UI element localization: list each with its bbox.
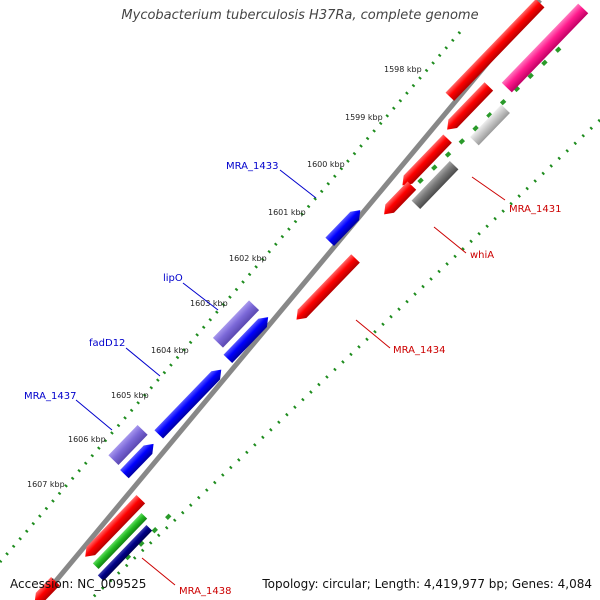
label-leader-line [279, 169, 317, 199]
gene-label[interactable]: MRA_1431 [509, 204, 561, 215]
gene-upper-red[interactable] [445, 0, 545, 101]
gene-label[interactable]: MRA_1438 [179, 586, 231, 597]
gene-bottom-red[interactable] [30, 577, 60, 600]
gene-fadD12-part1[interactable] [223, 313, 273, 364]
gene-label[interactable]: MRA_1434 [393, 345, 445, 356]
outer-dotted-guide [0, 31, 462, 563]
label-leader-line [433, 226, 467, 254]
label-leader-line [355, 319, 391, 349]
gene-MRA_1437[interactable] [108, 425, 148, 465]
gene-pink[interactable] [501, 3, 589, 93]
gene-tick-line-lower [118, 513, 172, 567]
scale-tick-label: 1601 kbp [268, 208, 306, 217]
gene-red-2[interactable] [398, 134, 452, 189]
gene-MRA_1438[interactable] [81, 495, 146, 561]
gene-label[interactable]: MRA_1437 [24, 391, 76, 402]
label-leader-line [141, 557, 176, 586]
accession-label: Accession: NC_009525 [10, 577, 147, 591]
gene-navy[interactable] [97, 525, 153, 581]
topology-label: Topology: circular; Length: 4,419,977 bp… [262, 577, 592, 591]
label-leader-line [471, 176, 506, 201]
gene-MRA_1434[interactable] [292, 254, 360, 323]
gene-MRA_1437-part2[interactable] [120, 440, 158, 479]
gene-label[interactable]: whiA [470, 250, 494, 261]
gene-features [30, 0, 589, 600]
label-leader-line [125, 347, 161, 377]
scale-tick-label: 1604 kbp [151, 346, 189, 355]
gene-fadD12[interactable] [154, 365, 225, 439]
inner-dotted-guide [88, 118, 600, 600]
label-leader-line [182, 282, 219, 311]
gene-whiA[interactable] [411, 161, 459, 209]
genome-title: Mycobacterium tuberculosis H37Ra, comple… [121, 8, 479, 23]
gene-lipO[interactable] [212, 300, 260, 348]
gene-labels: MRA_1433 lipO fadD12 MRA_1437 MRA_1431 whiA MR… [24, 161, 561, 597]
gene-red-mid[interactable] [443, 82, 494, 133]
scale-tick-label: 1599 kbp [345, 113, 383, 122]
scale-tick-label: 1607 kbp [27, 480, 65, 489]
backbone-line [38, 0, 542, 600]
gene-label[interactable]: MRA_1433 [226, 161, 278, 172]
gene-label[interactable]: fadD12 [89, 338, 125, 349]
gene-label[interactable]: lipO [163, 273, 183, 284]
scale-tick-label: 1600 kbp [307, 160, 345, 169]
gene-MRA_1433[interactable] [325, 206, 364, 246]
scale-tick-label: 1606 kbp [68, 435, 106, 444]
scale-tick-label: 1602 kbp [229, 254, 267, 263]
gene-MRA_1431[interactable] [380, 181, 417, 218]
label-leader-line [75, 399, 113, 431]
gene-green[interactable] [92, 513, 148, 569]
gene-lightgray[interactable] [470, 104, 510, 146]
scale-tick-labels: 1598 kbp 1599 kbp 1600 kbp 1601 kbp 1602 kbp… [27, 65, 422, 489]
scale-tick-label: 1605 kbp [111, 391, 149, 400]
scale-tick-label: 1598 kbp [384, 65, 422, 74]
